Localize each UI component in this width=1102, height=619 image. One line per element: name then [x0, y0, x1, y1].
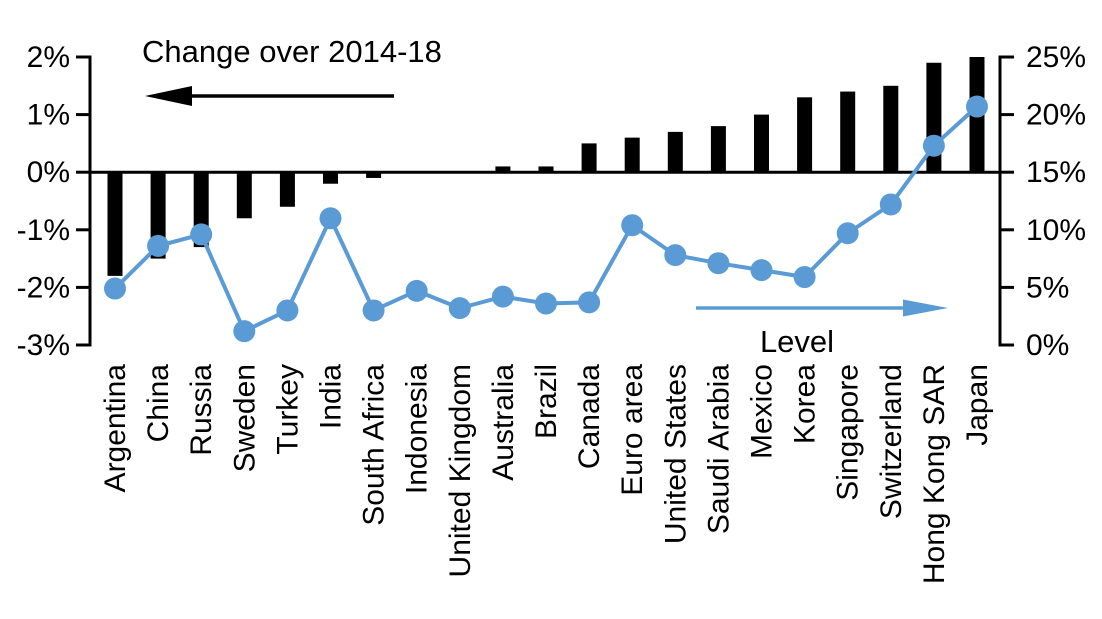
marker-united-kingdom	[448, 297, 471, 320]
marker-saudi-arabia	[707, 252, 730, 275]
category-label-saudi-arabia: Saudi Arabia	[702, 364, 735, 534]
marker-mexico	[750, 259, 773, 282]
marker-canada	[578, 291, 601, 314]
right-axis-tick-label: 10%	[1026, 214, 1086, 247]
category-label-singapore: Singapore	[832, 364, 865, 501]
marker-china	[147, 234, 170, 257]
category-label-russia: Russia	[185, 364, 218, 456]
left-axis-tick-label: 0%	[27, 156, 70, 189]
bar-sweden	[236, 172, 252, 219]
left-axis-tick-label: 2%	[27, 41, 70, 74]
line-group	[104, 95, 988, 343]
category-label-canada: Canada	[573, 364, 606, 469]
category-label-japan: Japan	[961, 364, 994, 446]
category-label-united-kingdom: United Kingdom	[444, 364, 477, 577]
category-label-united-states: United States	[659, 364, 692, 544]
left-axis-tick-label: -2%	[17, 271, 70, 304]
left-axis-tick-label: -3%	[17, 329, 70, 362]
category-label-euro-area: Euro area	[616, 364, 649, 496]
bar-united-states	[667, 131, 683, 173]
marker-australia	[491, 285, 514, 308]
axes-group: 2% 1% 0% -1% -2% -3% 25% 20% 15% 10% 5% 0%	[17, 41, 1086, 362]
left-axis-tick-label: -1%	[17, 214, 70, 247]
marker-indonesia	[405, 279, 428, 302]
right-arrow-icon	[696, 299, 948, 317]
category-labels-group: Argentina China Russia Sweden Turkey India Sou…	[99, 364, 994, 584]
bar-singapore	[840, 91, 856, 173]
marker-united-states	[664, 244, 687, 267]
marker-singapore	[836, 222, 859, 245]
left-series-annotation: Change over 2014-18	[142, 34, 442, 69]
right-axis-tick-label: 0%	[1026, 329, 1069, 362]
marker-india	[319, 207, 342, 230]
category-label-india: India	[315, 364, 348, 429]
category-label-turkey: Turkey	[271, 364, 304, 455]
bar-brazil	[538, 166, 554, 173]
marker-argentina	[104, 277, 126, 300]
right-axis-tick-label: 15%	[1026, 156, 1086, 189]
bar-saudi-arabia	[710, 126, 726, 173]
category-label-switzerland: Switzerland	[875, 364, 908, 519]
bar-switzerland	[883, 85, 899, 173]
bar-euro-area	[624, 137, 640, 173]
marker-switzerland	[879, 193, 902, 216]
bar-turkey	[279, 172, 295, 207]
marker-hong-kong-sar	[922, 134, 945, 157]
marker-korea	[793, 266, 816, 289]
marker-brazil	[535, 292, 557, 315]
bars-group	[107, 57, 985, 276]
bar-korea	[797, 97, 813, 173]
category-label-korea: Korea	[789, 364, 822, 444]
category-label-argentina: Argentina	[99, 364, 132, 493]
marker-euro-area	[621, 214, 644, 237]
category-label-sweden: Sweden	[228, 364, 261, 472]
left-axis-tick-label: 1%	[27, 99, 70, 132]
category-label-south-africa: South Africa	[358, 364, 391, 526]
marker-japan	[966, 95, 988, 118]
marker-turkey	[276, 299, 299, 322]
marker-south-africa	[362, 299, 385, 322]
category-label-mexico: Mexico	[746, 364, 779, 459]
bar-canada	[581, 143, 597, 173]
bar-mexico	[754, 114, 769, 173]
right-axis-tick-label: 5%	[1026, 271, 1069, 304]
category-label-australia: Australia	[487, 364, 520, 481]
right-axis-tick-label: 20%	[1026, 99, 1086, 132]
bar-india	[323, 172, 338, 184]
bar-australia	[495, 166, 511, 173]
bar-argentina	[107, 172, 123, 276]
category-label-brazil: Brazil	[530, 364, 563, 439]
category-label-china: China	[142, 364, 175, 443]
bar-south-africa	[366, 172, 382, 178]
right-series-annotation: Level	[760, 324, 834, 359]
category-label-indonesia: Indonesia	[401, 364, 434, 494]
marker-russia	[190, 223, 213, 246]
right-axis-tick-label: 25%	[1026, 41, 1086, 74]
category-label-hong-kong-sar: Hong Kong SAR	[918, 364, 951, 584]
left-arrow-icon	[145, 86, 394, 106]
marker-sweden	[233, 320, 256, 343]
